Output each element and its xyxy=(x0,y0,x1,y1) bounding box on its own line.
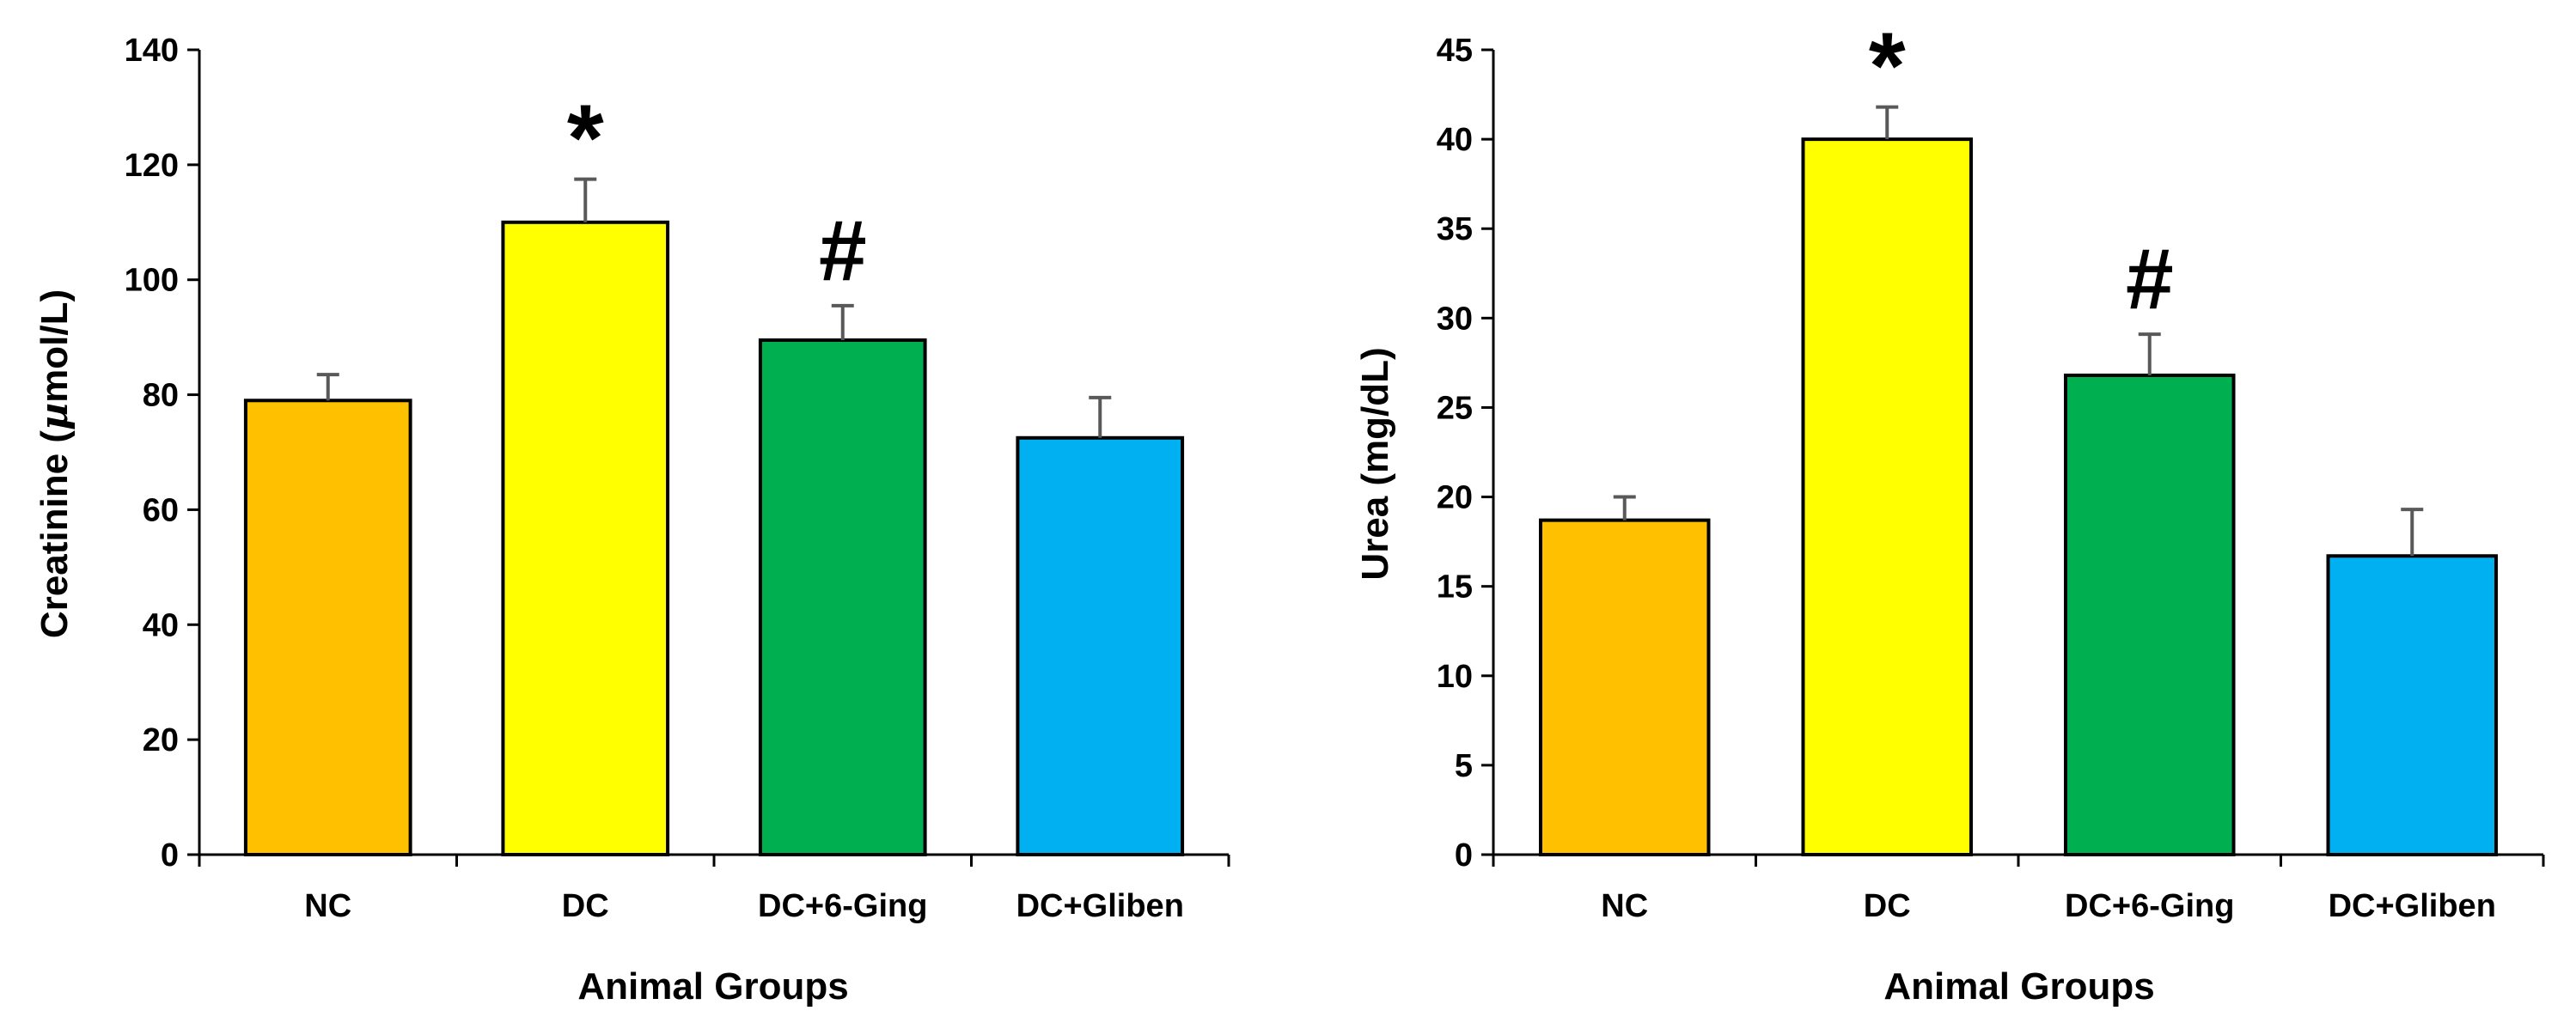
creatinine-x-tick-label-dc-6-ging: DC+6-Ging xyxy=(758,888,927,924)
creatinine-y-tick-label-140: 140 xyxy=(125,33,179,69)
creatinine-y-tick-label-80: 80 xyxy=(143,378,179,414)
creatinine-y-axis-title-mu: µ xyxy=(33,403,76,430)
creatinine-significance-star-dc: * xyxy=(567,86,604,192)
urea-significance-star-dc: * xyxy=(1869,14,1906,119)
urea-y-tick-label-35: 35 xyxy=(1437,211,1473,247)
creatinine-y-tick-label-120: 120 xyxy=(125,148,179,184)
urea-y-tick-label-5: 5 xyxy=(1455,748,1473,784)
urea-significance-hash-dc-6-ging: # xyxy=(2126,231,2174,327)
creatinine-bar-dc-gliben xyxy=(1016,435,1185,856)
urea-chart: 0 5 10 15 20 25 30 35 40 45 NC DC DC+6-Ging DC+Glibe… xyxy=(1354,14,2545,1008)
urea-y-tick-label-30: 30 xyxy=(1437,301,1473,337)
urea-bars xyxy=(1538,137,2499,857)
creatinine-significance-hash-dc-6-ging: # xyxy=(819,203,867,299)
urea-y-tick-label-45: 45 xyxy=(1437,33,1473,69)
urea-y-tick-label-0: 0 xyxy=(1455,837,1473,874)
creatinine-y-axis-title: Creatinine (µmol/L) xyxy=(33,289,76,638)
urea-bar-nc xyxy=(1538,518,1711,856)
urea-bar-dc-6-ging xyxy=(2063,373,2236,857)
creatinine-x-axis-title: Animal Groups xyxy=(577,965,848,1008)
creatinine-bars xyxy=(243,220,1185,857)
urea-y-tick-label-10: 10 xyxy=(1437,659,1473,695)
creatinine-x-tick-label-dc-gliben: DC+Gliben xyxy=(1016,888,1184,924)
urea-x-axis-title: Animal Groups xyxy=(1883,965,2154,1008)
urea-y-tick-label-25: 25 xyxy=(1437,390,1473,426)
creatinine-y-axis-title-prefix: Creatinine ( xyxy=(34,430,76,638)
creatinine-y-tick-label-100: 100 xyxy=(125,263,179,299)
urea-y-axis-title: Urea (mg/dL) xyxy=(1354,347,1396,580)
urea-x-tick-label-dc: DC xyxy=(1864,888,1911,924)
urea-bar-dc-gliben xyxy=(2326,554,2499,856)
creatinine-annotations: *# xyxy=(567,86,867,299)
creatinine-y-tick-label-20: 20 xyxy=(143,722,179,758)
urea-x-tick-label-dc-gliben: DC+Gliben xyxy=(2329,888,2496,924)
creatinine-y-tick-label-0: 0 xyxy=(161,837,179,874)
creatinine-y-axis-title-suffix: mol/L) xyxy=(34,289,76,403)
creatinine-x-tick-label-nc: NC xyxy=(304,888,351,924)
creatinine-bar-dc xyxy=(501,220,670,856)
creatinine-y-tick-label-40: 40 xyxy=(143,607,179,643)
urea-x-tick-label-dc-6-ging: DC+6-Ging xyxy=(2065,888,2234,924)
urea-plot-area: 0 5 10 15 20 25 30 35 40 45 NC DC DC+6-Ging DC+Glibe… xyxy=(1437,14,2545,924)
creatinine-bar-dc-6-ging xyxy=(758,338,927,857)
urea-y-ticks: 0 5 10 15 20 25 30 35 40 45 xyxy=(1437,33,1493,874)
creatinine-bar-nc xyxy=(243,399,412,856)
urea-x-tick-label-nc: NC xyxy=(1601,888,1648,924)
urea-error-bars xyxy=(1613,105,2424,557)
urea-y-tick-label-40: 40 xyxy=(1437,122,1473,158)
urea-x-ticks: NC DC DC+6-Ging DC+Gliben xyxy=(1492,855,2545,924)
creatinine-chart: 0 20 40 60 80 100 120 140 NC DC DC+6-Ging DC+Glibe… xyxy=(33,33,1230,1008)
creatinine-x-tick-label-dc: DC xyxy=(562,888,609,924)
creatinine-x-ticks: NC DC DC+6-Ging DC+Gliben xyxy=(198,855,1230,924)
urea-bar-dc xyxy=(1801,137,1974,857)
urea-y-tick-label-20: 20 xyxy=(1437,480,1473,516)
creatinine-error-bars xyxy=(316,177,1112,438)
urea-annotations: *# xyxy=(1869,14,2174,327)
creatinine-y-ticks: 0 20 40 60 80 100 120 140 xyxy=(125,33,199,874)
urea-y-tick-label-15: 15 xyxy=(1437,569,1473,606)
creatinine-plot-area: 0 20 40 60 80 100 120 140 NC DC DC+6-Ging DC+Glibe… xyxy=(125,33,1230,924)
creatinine-y-tick-label-60: 60 xyxy=(143,492,179,528)
